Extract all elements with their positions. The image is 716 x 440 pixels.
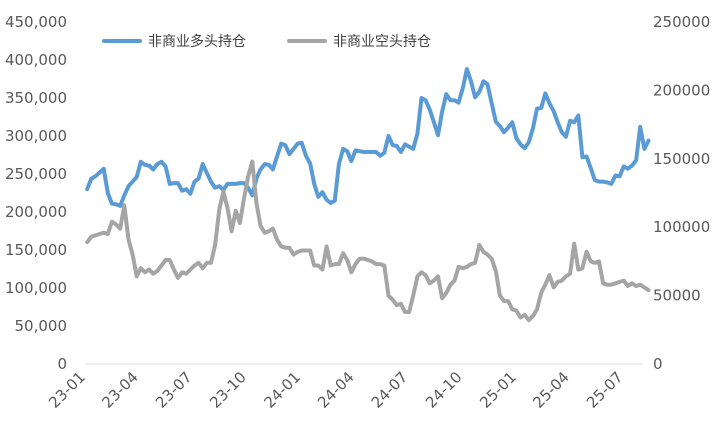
y-left-tick-label: 450,000: [5, 13, 67, 31]
y-right-tick-label: 50000: [653, 287, 701, 305]
x-axis: 23-01 23-04 23-07 23-10 24-01 24-04 24-07 24-10…: [45, 368, 626, 412]
series-line-2: [85, 159, 651, 323]
legend: 非商业多头持仓 非商业空头持仓: [102, 33, 431, 50]
y-left-tick-label: 250,000: [5, 165, 67, 183]
y-left-tick-label: 350,000: [5, 89, 67, 107]
legend-label-2: 非商业空头持仓: [333, 34, 431, 50]
y-left-tick-label: 50,000: [15, 317, 68, 335]
x-tick-label: 25-04: [529, 368, 573, 412]
series-line-1: [85, 67, 651, 208]
y-right-axis: 0 50000 100000 150000 200000 250000: [653, 13, 710, 373]
y-left-tick-label: 100,000: [5, 279, 67, 297]
series-layer: [85, 67, 651, 323]
x-tick-label: 24-04: [314, 368, 358, 412]
x-tick-label: 23-04: [98, 368, 142, 412]
x-tick-label: 23-07: [152, 368, 196, 412]
legend-label-1: 非商业多头持仓: [148, 33, 246, 50]
x-tick-label: 24-01: [260, 368, 304, 412]
y-left-axis: 0 50,000 100,000 150,000 200,000 250,000 300,0…: [5, 13, 67, 373]
x-tick-label: 23-10: [206, 368, 250, 412]
x-tick-label: 25-07: [583, 368, 627, 412]
x-tick-label: 24-07: [368, 368, 412, 412]
y-left-tick-label: 200,000: [5, 203, 67, 221]
x-tick-label: 23-01: [45, 368, 89, 412]
x-tick-label: 24-10: [422, 368, 466, 412]
y-right-tick-label: 100000: [653, 218, 710, 236]
y-right-tick-label: 250000: [653, 13, 710, 31]
y-left-tick-label: 150,000: [5, 241, 67, 259]
y-right-tick-label: 0: [653, 355, 663, 373]
y-left-tick-label: 400,000: [5, 51, 67, 69]
x-tick-label: 25-01: [476, 368, 520, 412]
y-left-tick-label: 300,000: [5, 127, 67, 145]
y-right-tick-label: 200000: [653, 81, 710, 99]
y-left-tick-label: 0: [57, 355, 67, 373]
y-right-tick-label: 150000: [653, 150, 710, 168]
